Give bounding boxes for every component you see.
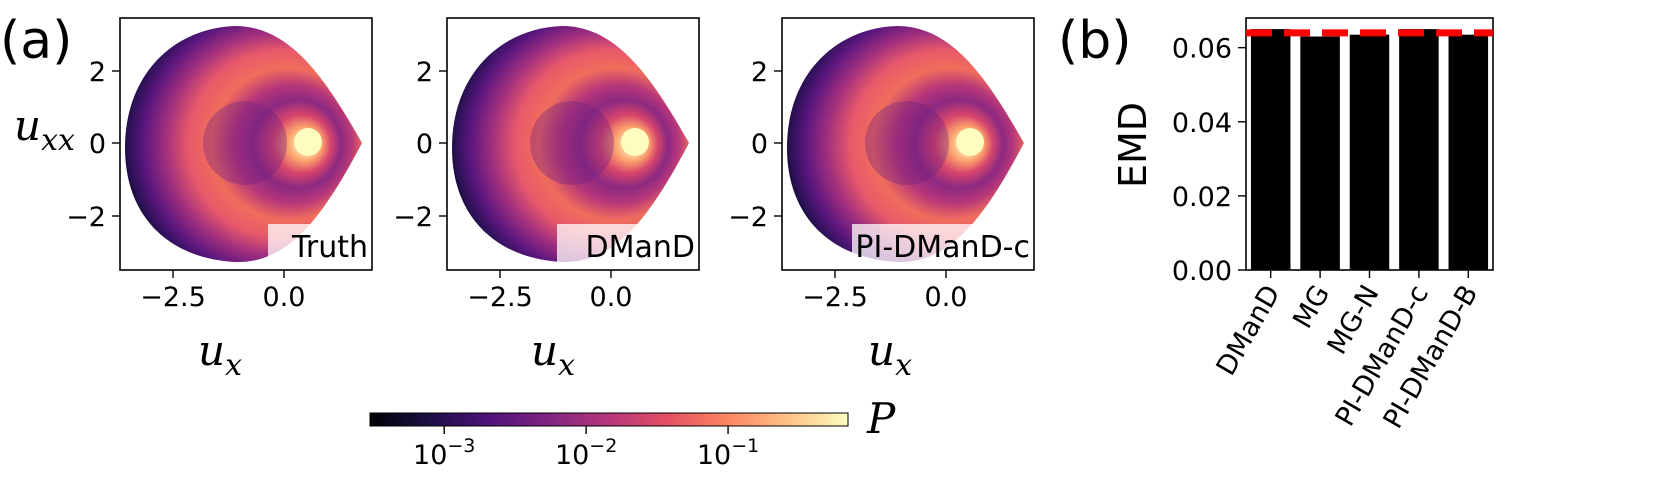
core-bright [621,128,649,156]
panel-a-label: (a) [0,11,72,71]
title-badge-bg [268,224,372,266]
xtick-label: 0.0 [263,282,306,313]
ytick-label: 2 [751,57,768,88]
title-badge-bg [557,224,699,266]
heatmap-dmand: DManD [446,17,700,271]
bar-mg [1300,36,1340,270]
ytick-label: 0 [89,129,106,160]
ytick-label: −2 [728,202,768,233]
ytick-label: 0 [416,129,433,160]
ytick-label: 0 [751,129,768,160]
xtick-label: 0.0 [590,282,633,313]
colorbar-tick-label: 10−2 [555,435,617,471]
heatmap-title-dmand: DManD [586,230,695,265]
density-blob [452,26,689,263]
ytick-label: 2 [89,57,106,88]
colorbar-tick-label: 10−3 [413,435,475,471]
heatmap-axes-dmand: 2 0 −2 −2.5 0.0 ux [393,57,632,383]
inner-dark-ring [530,101,614,185]
x-axis-label: ux [198,326,242,383]
colorbar-gradient [369,412,849,427]
inner-dark-ring [203,101,287,185]
core-bright [956,128,984,156]
xtick-label: −2.5 [140,282,206,313]
heatmap-title-pi-dmand-c: PI-DManD-c [855,230,1030,265]
xtick-label: −2.5 [802,282,868,313]
ytick-label: −2 [393,202,433,233]
colorbar-label: P [866,394,896,443]
xtick-label: 0.0 [925,282,968,313]
x-axis-label: ux [868,326,912,383]
heatmap-axes-pi-dmand-c: 2 0 −2 −2.5 0.0 ux [728,57,967,383]
plot-frame [446,17,700,271]
bar-y-ticks: 0.00 0.02 0.04 0.06 [1172,34,1246,287]
bar-pi-dmand-c [1399,29,1439,271]
y-axis-label: uxx [14,101,75,158]
bar-y-axis-label: EMD [1111,102,1155,188]
bar-xtick-label: MG [1287,280,1336,334]
heatmap-pi-dmand-c: PI-DManD-c [781,17,1035,271]
core-bright [294,128,322,156]
bar-ytick-label: 0.02 [1172,182,1232,213]
inner-dark-ring [865,101,949,185]
ytick-label: −2 [66,202,106,233]
colorbar-ticks: 10−3 10−2 10−1 [413,426,759,471]
title-badge-bg [852,224,1034,266]
heatmap-truth: Truth [119,17,373,271]
density-blob [125,26,362,263]
bar-ytick-label: 0.00 [1172,256,1232,287]
colorbar-tick-label: 10−1 [697,435,759,471]
bar-mg-n [1349,34,1390,271]
bar-xtick-label: DManD [1211,280,1287,381]
bar-pi-dmand-b [1448,34,1489,271]
xtick-label: −2.5 [467,282,533,313]
bar-ytick-label: 0.06 [1172,34,1232,65]
bar-chart-emd: 0.00 0.02 0.04 0.06 DManD MGMG-NPI-DManD-cPI… [1111,17,1494,434]
bar-ytick-label: 0.04 [1172,108,1232,139]
panel-b-label: (b) [1058,11,1132,71]
colorbar: 10−3 10−2 10−1 P [369,394,896,471]
x-axis-label: ux [531,326,575,383]
plot-frame [119,17,373,271]
plot-frame [781,17,1035,271]
heatmap-axes-truth: 2 0 −2 −2.5 0.0 ux uxx [14,57,305,383]
heatmap-title-truth: Truth [291,230,368,265]
bar-series [1250,29,1489,271]
density-blob [787,26,1024,263]
ytick-label: 2 [416,57,433,88]
bar-dmand [1250,29,1291,271]
